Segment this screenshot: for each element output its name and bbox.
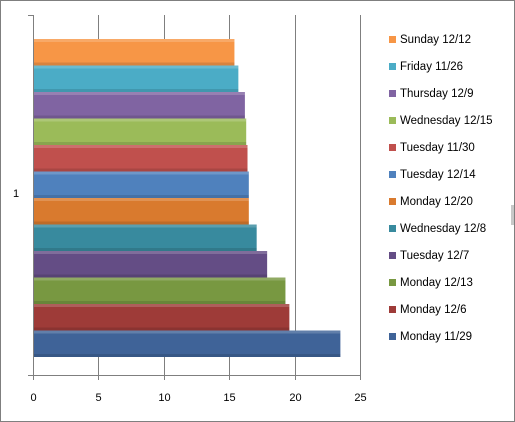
bar-monday-12-6 — [33, 304, 290, 331]
bar-shadow — [33, 301, 286, 304]
legend-item-wednesday-12-15[interactable]: Wednesday 12/15 — [389, 115, 493, 127]
resize-handle[interactable] — [511, 205, 514, 225]
legend-item-monday-12-20[interactable]: Monday 12/20 — [389, 196, 473, 208]
bar — [33, 145, 248, 172]
bar — [33, 251, 268, 278]
axes: 0 5 10 15 20 25 1 — [13, 15, 367, 404]
legend-swatch — [389, 198, 396, 205]
legend-swatch — [389, 252, 396, 259]
legend-label: Tuesday 12/7 — [400, 250, 469, 262]
legend-label: Wednesday 12/8 — [400, 223, 486, 235]
bar — [33, 224, 257, 251]
legend-item-sunday-12-12[interactable]: Sunday 12/12 — [389, 34, 471, 46]
legend-swatch — [389, 279, 396, 286]
x-tick-label: 20 — [289, 392, 301, 404]
bar — [33, 330, 341, 357]
bar-highlight — [33, 304, 290, 307]
legend-swatch — [389, 90, 396, 97]
bar — [33, 65, 239, 92]
bar-shadow — [33, 354, 341, 357]
x-tick-label: 0 — [30, 392, 36, 404]
bar-shadow — [33, 115, 245, 119]
bar-highlight — [33, 65, 239, 69]
bar-highlight — [33, 224, 257, 228]
legend-label: Tuesday 12/14 — [400, 169, 476, 181]
bar — [33, 171, 249, 198]
bar-highlight — [33, 118, 247, 122]
legend-swatch — [389, 36, 396, 43]
legend-label: Friday 11/26 — [400, 61, 463, 73]
legend-label: Wednesday 12/15 — [400, 115, 493, 127]
bar-highlight — [33, 39, 235, 42]
x-tick-label: 5 — [95, 392, 101, 404]
legend-item-tuesday-12-7[interactable]: Tuesday 12/7 — [389, 250, 469, 262]
bar-highlight — [33, 145, 248, 148]
legend-label: Monday 12/6 — [400, 304, 467, 316]
bar-highlight — [33, 251, 268, 254]
bar-shadow — [33, 89, 239, 92]
bar-shadow — [33, 168, 248, 172]
x-tick-label: 15 — [223, 392, 235, 404]
bar-highlight — [33, 330, 341, 334]
bar-shadow — [33, 62, 235, 66]
legend-swatch — [389, 333, 396, 340]
bar-shadow — [33, 248, 257, 251]
bar-shadow — [33, 142, 247, 145]
bar-highlight — [33, 277, 286, 281]
bar — [33, 198, 249, 225]
bar-sunday-12-12 — [33, 39, 235, 66]
bar-shadow — [33, 221, 249, 225]
legend-item-tuesday-11-30[interactable]: Tuesday 11/30 — [389, 142, 475, 154]
legend-item-thursday-12-9[interactable]: Thursday 12/9 — [389, 88, 474, 100]
legend-label: Monday 12/13 — [400, 277, 473, 289]
bar-shadow — [33, 195, 249, 198]
legend-swatch — [389, 171, 396, 178]
bar-highlight — [33, 171, 249, 175]
legend-item-monday-12-6[interactable]: Monday 12/6 — [389, 304, 467, 316]
legend-item-wednesday-12-8[interactable]: Wednesday 12/8 — [389, 223, 486, 235]
legend-label: Thursday 12/9 — [400, 88, 474, 100]
legend-swatch — [389, 144, 396, 151]
bar-monday-11-29 — [33, 330, 341, 357]
bar-highlight — [33, 92, 245, 95]
bar — [33, 92, 245, 119]
bar-tuesday-11-30 — [33, 145, 248, 172]
legend-item-tuesday-12-14[interactable]: Tuesday 12/14 — [389, 169, 476, 181]
bar-friday-11-26 — [33, 65, 239, 92]
bar-highlight — [33, 198, 249, 201]
bar-shadow — [33, 327, 290, 331]
bar-monday-12-20 — [33, 198, 249, 225]
legend-label: Sunday 12/12 — [400, 34, 471, 46]
legend-item-friday-11-26[interactable]: Friday 11/26 — [389, 61, 463, 73]
legend-swatch — [389, 225, 396, 232]
x-tick-label: 10 — [158, 392, 170, 404]
bar-wednesday-12-15 — [33, 118, 247, 145]
bar — [33, 118, 247, 145]
bar-wednesday-12-8 — [33, 224, 257, 251]
bar-tuesday-12-14 — [33, 171, 249, 198]
category-label: 1 — [13, 188, 19, 200]
legend-swatch — [389, 63, 396, 70]
x-tick-label: 25 — [354, 392, 366, 404]
bar-tuesday-12-7 — [33, 251, 268, 278]
bar — [33, 39, 235, 66]
legend-item-monday-11-29[interactable]: Monday 11/29 — [389, 331, 472, 343]
legend-swatch — [389, 306, 396, 313]
bar-thursday-12-9 — [33, 92, 245, 119]
bars — [33, 39, 341, 357]
bar — [33, 277, 286, 304]
bar — [33, 304, 290, 331]
legend[interactable]: Sunday 12/12 Friday 11/26 Thursday 12/9 Wed… — [389, 34, 493, 343]
legend-label: Monday 12/20 — [400, 196, 473, 208]
legend-item-monday-12-13[interactable]: Monday 12/13 — [389, 277, 473, 289]
bar-monday-12-13 — [33, 277, 286, 304]
legend-swatch — [389, 117, 396, 124]
bar-shadow — [33, 274, 268, 278]
legend-label: Tuesday 11/30 — [400, 142, 475, 154]
legend-label: Monday 11/29 — [400, 331, 472, 343]
